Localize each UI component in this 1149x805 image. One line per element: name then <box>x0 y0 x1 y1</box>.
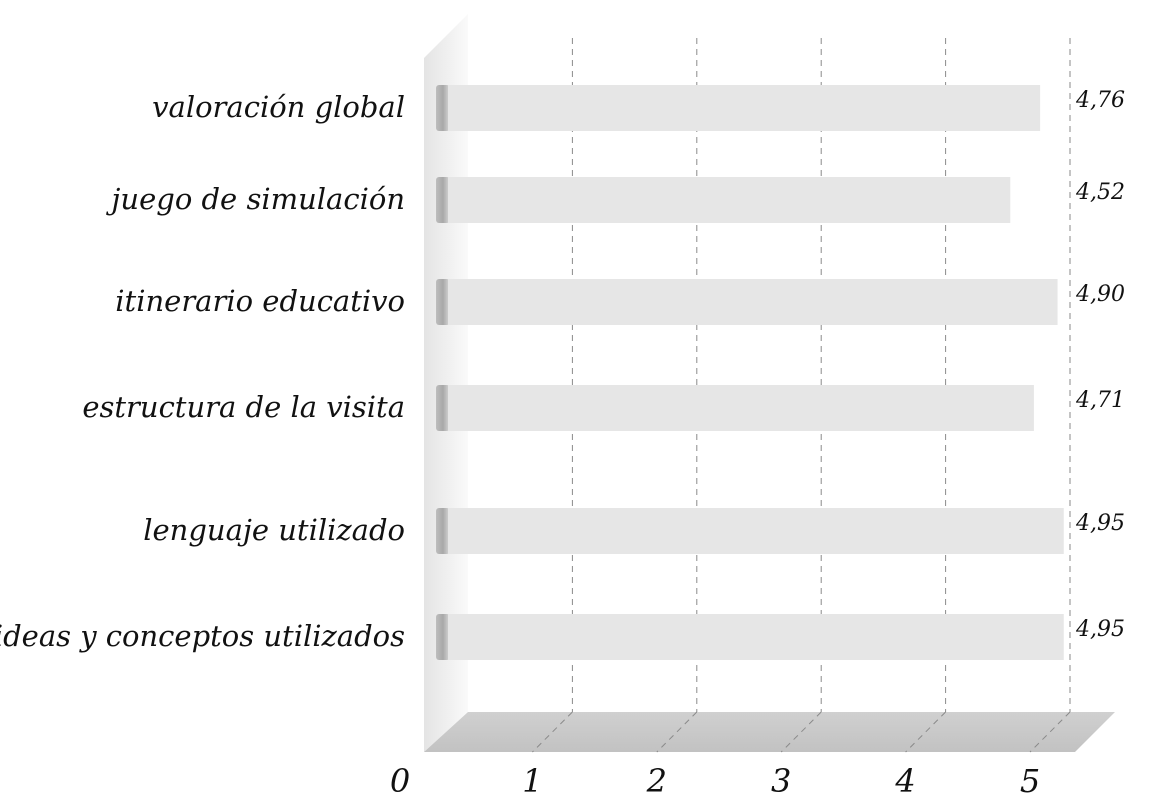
category-label-1: juego de simulación <box>105 182 405 216</box>
gridlines <box>532 38 1071 753</box>
bar-1 <box>448 177 1011 223</box>
x-tick-label-1: 1 <box>522 762 542 800</box>
floor-gridline-4 <box>905 711 946 753</box>
bar-base-1 <box>436 177 450 223</box>
category-label-2: itinerario educativo <box>115 284 405 318</box>
category-label-3: estructura de la visita <box>82 390 405 424</box>
floor-gridline-2 <box>656 711 698 753</box>
x-tick-label-2: 2 <box>646 762 667 800</box>
x-tick-label-4: 4 <box>894 762 915 800</box>
category-label-5: ideas y conceptos utilizados <box>0 619 405 653</box>
value-label-5: 4,95 <box>1075 617 1125 642</box>
bar-base-2 <box>436 279 450 325</box>
category-label-4: lenguaje utilizado <box>143 513 405 547</box>
value-label-1: 4,52 <box>1075 180 1125 205</box>
floor-gridline-1 <box>532 711 573 753</box>
bar-base-5 <box>436 614 450 660</box>
bar-2 <box>448 279 1058 325</box>
x-tick-label-3: 3 <box>771 762 791 800</box>
value-label-4: 4,95 <box>1075 511 1125 536</box>
chart-floor <box>424 712 1115 752</box>
x-tick-label-5: 5 <box>1020 762 1040 800</box>
value-label-0: 4,76 <box>1075 88 1125 113</box>
bar-4 <box>448 508 1064 554</box>
bar-0 <box>448 85 1041 131</box>
x-tick-label-0: 0 <box>390 762 410 800</box>
bar-3 <box>448 385 1034 431</box>
bars <box>436 85 1064 660</box>
floor-gridline-3 <box>780 711 822 753</box>
category-label-0: valoración global <box>152 90 405 124</box>
bar-base-0 <box>436 85 450 131</box>
bar-5 <box>448 614 1064 660</box>
labels: valoración global juego de simulación itin… <box>0 88 1125 800</box>
floor-gridline-5 <box>1029 711 1071 753</box>
bar-base-3 <box>436 385 450 431</box>
value-label-3: 4,71 <box>1075 388 1125 413</box>
value-label-2: 4,90 <box>1075 282 1125 307</box>
bar-base-4 <box>436 508 450 554</box>
